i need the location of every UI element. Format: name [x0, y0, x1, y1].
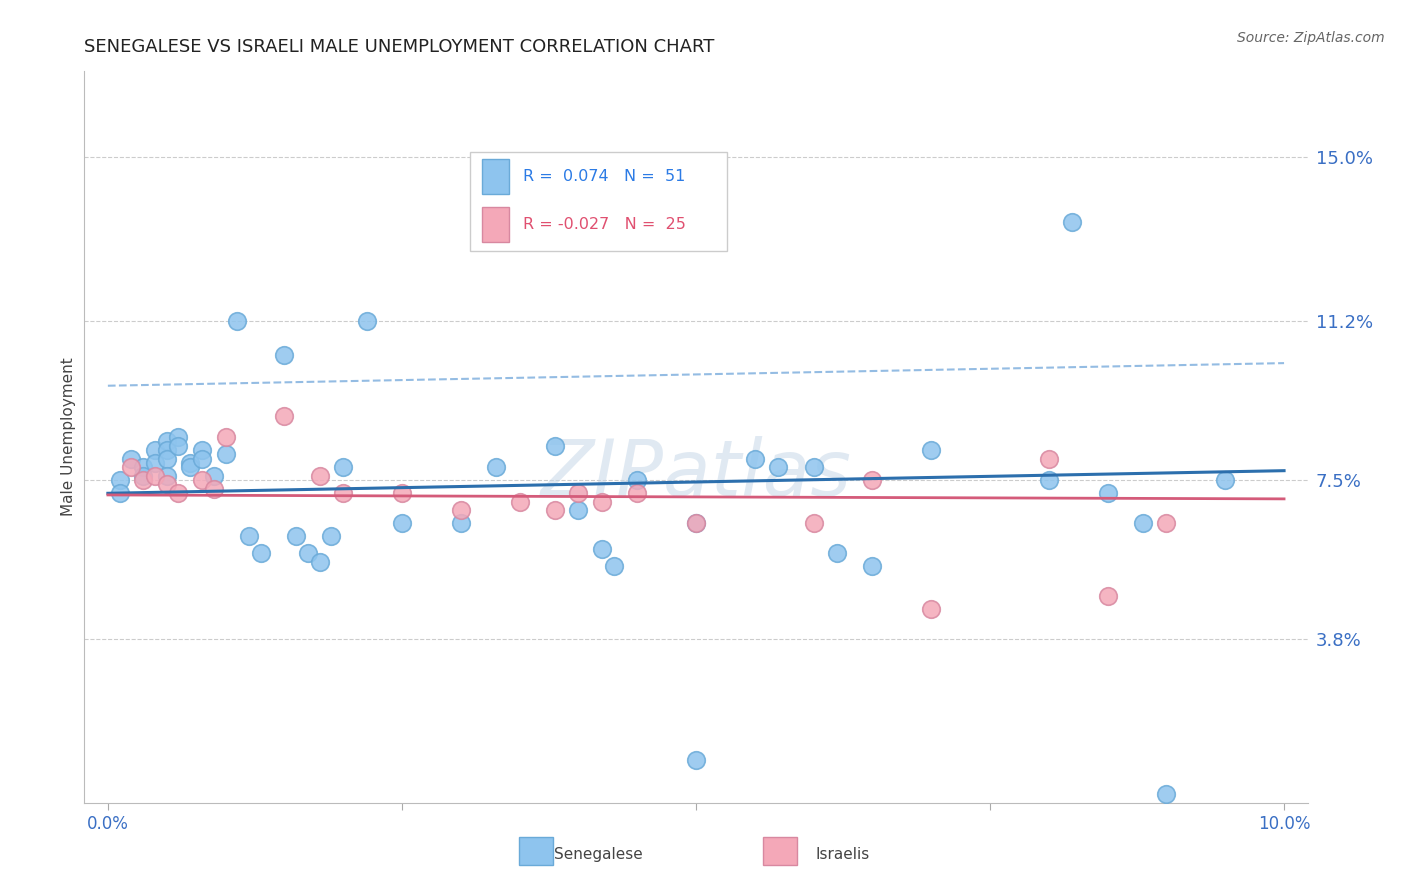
Point [167, 486, 190, 500]
FancyBboxPatch shape [482, 159, 509, 194]
Point [591, 541, 613, 556]
Point [191, 442, 214, 457]
Y-axis label: Male Unemployment: Male Unemployment [60, 358, 76, 516]
Point [1038, 473, 1060, 487]
Point [143, 468, 166, 483]
Point [332, 486, 354, 500]
Point [132, 473, 155, 487]
Point [860, 473, 883, 487]
Point [1062, 215, 1084, 229]
Point [156, 468, 179, 483]
Point [860, 559, 883, 574]
Point [602, 559, 624, 574]
Point [744, 451, 766, 466]
Point [156, 434, 179, 449]
Point [485, 460, 508, 475]
Point [273, 409, 295, 423]
Point [509, 494, 531, 508]
Point [920, 442, 942, 457]
Point [120, 451, 142, 466]
Point [450, 503, 472, 517]
Text: R =  0.074   N =  51: R = 0.074 N = 51 [523, 169, 686, 184]
Point [321, 529, 343, 543]
Point [191, 451, 214, 466]
Point [356, 314, 378, 328]
Point [143, 456, 166, 470]
Point [391, 516, 413, 530]
Text: Israelis: Israelis [815, 847, 870, 862]
Text: SENEGALESE VS ISRAELI MALE UNEMPLOYMENT CORRELATION CHART: SENEGALESE VS ISRAELI MALE UNEMPLOYMENT … [84, 38, 714, 56]
Point [191, 473, 214, 487]
Point [167, 430, 190, 444]
Point [179, 460, 201, 475]
Point [202, 468, 225, 483]
Point [391, 486, 413, 500]
Point [214, 430, 236, 444]
Point [1132, 516, 1154, 530]
Point [803, 516, 825, 530]
Point [143, 442, 166, 457]
Point [179, 456, 201, 470]
Point [544, 503, 567, 517]
Point [567, 486, 589, 500]
Point [1097, 589, 1119, 603]
Point [202, 482, 225, 496]
Point [273, 348, 295, 362]
Point [108, 473, 131, 487]
Point [108, 486, 131, 500]
Text: ZIPatlas: ZIPatlas [540, 435, 852, 512]
Point [297, 546, 319, 560]
Text: Senegalese: Senegalese [554, 847, 643, 862]
Text: R = -0.027   N =  25: R = -0.027 N = 25 [523, 217, 686, 232]
Point [226, 314, 249, 328]
Point [238, 529, 260, 543]
Point [920, 602, 942, 616]
Point [450, 516, 472, 530]
FancyBboxPatch shape [519, 838, 553, 865]
Point [132, 460, 155, 475]
Text: Source: ZipAtlas.com: Source: ZipAtlas.com [1237, 31, 1385, 45]
Point [1213, 473, 1236, 487]
Point [167, 439, 190, 453]
Point [1156, 516, 1178, 530]
Point [249, 546, 271, 560]
Point [1038, 451, 1060, 466]
Point [132, 468, 155, 483]
Point [1156, 787, 1178, 801]
Point [308, 468, 330, 483]
Point [308, 555, 330, 569]
Point [156, 442, 179, 457]
Point [156, 451, 179, 466]
Point [567, 503, 589, 517]
Point [685, 516, 707, 530]
Point [214, 447, 236, 461]
Point [332, 460, 354, 475]
Point [1097, 486, 1119, 500]
Point [768, 460, 790, 475]
Point [685, 516, 707, 530]
Point [591, 494, 613, 508]
FancyBboxPatch shape [482, 207, 509, 242]
Point [803, 460, 825, 475]
Point [544, 439, 567, 453]
Point [120, 460, 142, 475]
Point [626, 486, 648, 500]
Point [626, 473, 648, 487]
Point [825, 546, 848, 560]
Point [685, 753, 707, 767]
FancyBboxPatch shape [763, 838, 797, 865]
Point [156, 477, 179, 491]
Point [285, 529, 308, 543]
FancyBboxPatch shape [470, 152, 727, 251]
